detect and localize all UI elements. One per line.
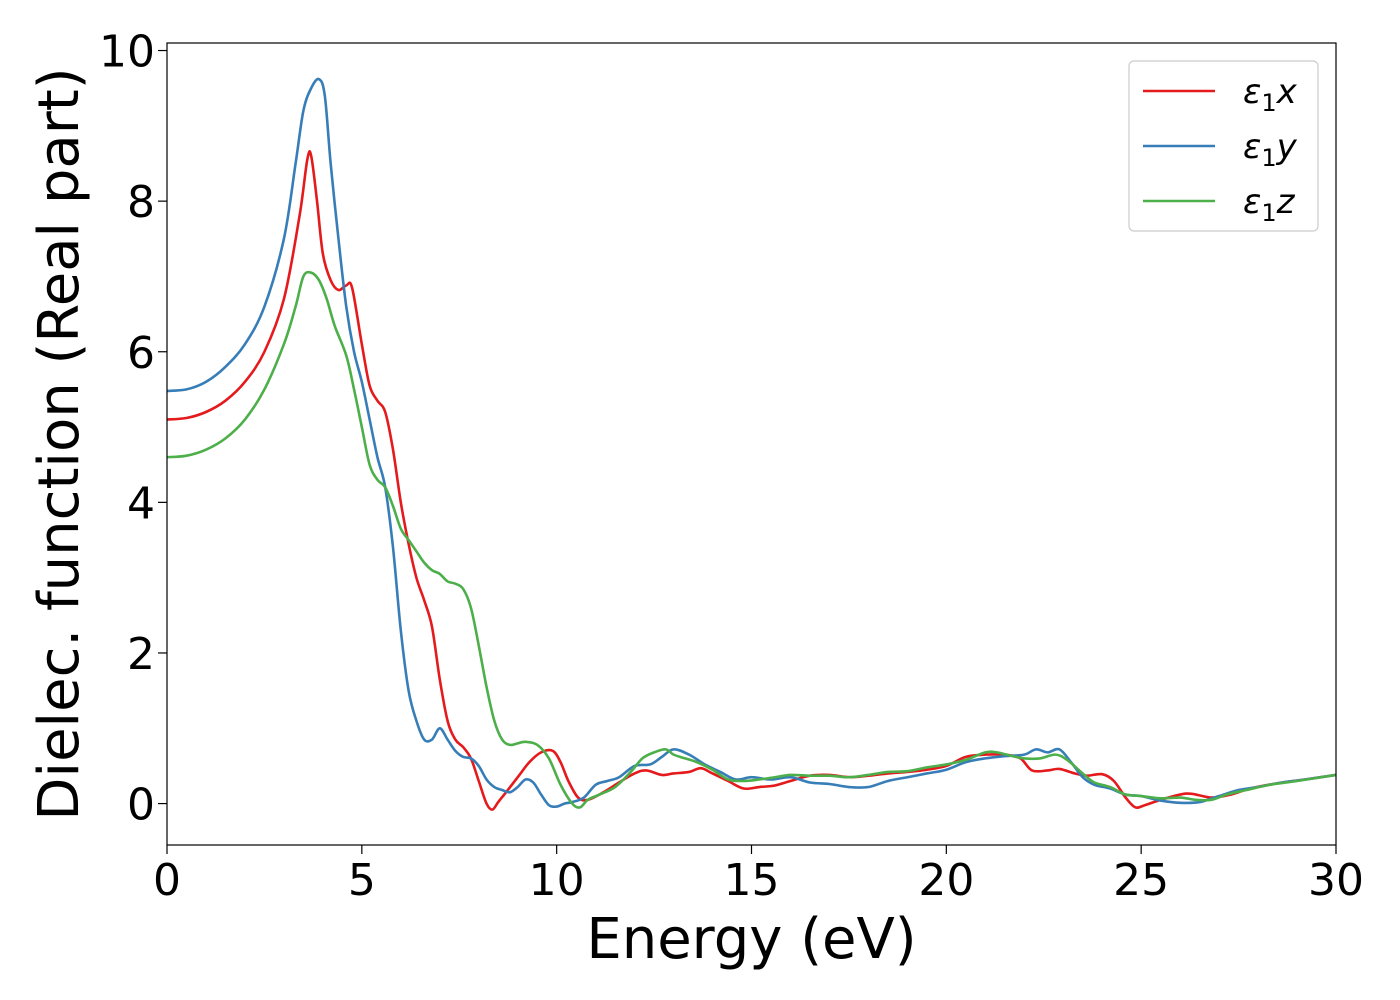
y-axis: 0 2 4 6 8 10 <box>99 27 167 831</box>
x-tick-label: 20 <box>918 855 974 906</box>
x-axis: 0 5 10 15 20 25 30 <box>153 845 1364 906</box>
legend-label: ε1z <box>1243 182 1296 227</box>
y-tick-label: 0 <box>127 780 155 831</box>
series-line-z <box>167 270 1336 809</box>
x-tick-label: 10 <box>529 855 585 906</box>
legend-item-z: ε1z <box>1143 182 1296 227</box>
x-tick-label: 5 <box>348 855 376 906</box>
x-tick-label: 15 <box>724 855 780 906</box>
legend: ε1x ε1y ε1z <box>1128 60 1319 232</box>
legend-label: ε1x <box>1243 72 1298 117</box>
y-tick-label: 10 <box>99 27 155 78</box>
legend-item-x: ε1x <box>1143 72 1298 117</box>
x-tick-label: 30 <box>1308 855 1364 906</box>
y-axis-title: Dielec. function (Real part) <box>27 67 92 820</box>
y-tick-label: 8 <box>127 177 155 228</box>
y-tick-label: 4 <box>127 478 155 529</box>
legend-box <box>1128 60 1319 232</box>
x-tick-label: 0 <box>153 855 181 906</box>
x-tick-label: 25 <box>1113 855 1169 906</box>
series-group <box>167 77 1336 811</box>
legend-item-y: ε1y <box>1143 127 1298 172</box>
series-line-y <box>167 77 1336 809</box>
y-tick-label: 2 <box>127 629 155 680</box>
y-tick-label: 6 <box>127 328 155 379</box>
legend-label: ε1y <box>1243 127 1298 172</box>
x-axis-title: Energy (eV) <box>586 907 916 972</box>
